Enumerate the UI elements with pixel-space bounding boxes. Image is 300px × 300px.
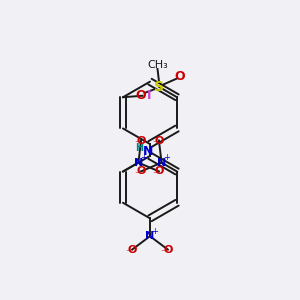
- Text: H: H: [135, 142, 143, 153]
- Text: O: O: [135, 89, 146, 102]
- Text: O: O: [136, 136, 146, 146]
- Text: O: O: [128, 244, 137, 255]
- Text: O: O: [154, 167, 164, 176]
- Text: ⁻: ⁻: [152, 170, 158, 180]
- Text: ⁻: ⁻: [125, 248, 131, 258]
- Text: N: N: [142, 145, 153, 158]
- Text: +: +: [151, 227, 158, 236]
- Text: O: O: [163, 244, 172, 255]
- Text: ⁻: ⁻: [134, 139, 140, 149]
- Text: CH₃: CH₃: [147, 60, 168, 70]
- Text: I: I: [146, 89, 151, 102]
- Text: S: S: [154, 80, 164, 94]
- Text: N: N: [157, 158, 166, 168]
- Text: +: +: [140, 153, 147, 162]
- Text: ⁻: ⁻: [134, 170, 140, 180]
- Text: ⁻: ⁻: [152, 139, 158, 149]
- Text: O: O: [136, 167, 146, 176]
- Text: +: +: [163, 153, 170, 162]
- Text: ⁻: ⁻: [161, 248, 167, 258]
- Text: O: O: [175, 70, 185, 83]
- Text: N: N: [146, 231, 154, 241]
- Text: N: N: [134, 158, 143, 168]
- Text: O: O: [154, 136, 164, 146]
